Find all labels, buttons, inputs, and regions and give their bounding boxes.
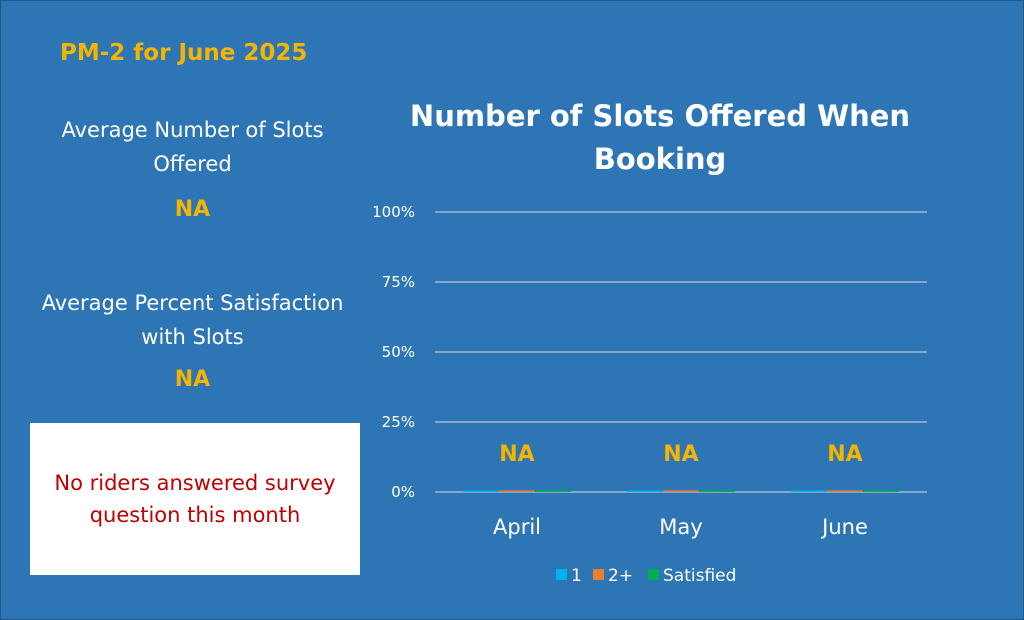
y-tick-label: 100% (372, 203, 415, 221)
data-label: NA (663, 442, 698, 467)
bar (535, 490, 571, 492)
bar (499, 490, 535, 492)
avg-slots-value: NA (174, 197, 211, 222)
bar (463, 490, 499, 492)
bar (627, 490, 663, 492)
y-tick-label: 25% (382, 413, 415, 431)
legend-entry: 1 (571, 566, 582, 586)
legend-swatch (648, 569, 659, 580)
legend-swatch (556, 569, 567, 580)
avg-satisfaction-value: NA (174, 367, 211, 392)
bar (699, 490, 735, 492)
x-tick-label: April (493, 515, 541, 539)
y-tick-label: 50% (382, 343, 415, 361)
note-box: No riders answered survey question this … (30, 423, 360, 575)
page-title: PM-2 for June 2025 (60, 40, 308, 66)
x-tick-label: June (820, 515, 868, 539)
legend-swatch (593, 569, 604, 580)
data-label: NA (499, 442, 534, 467)
x-tick-label: May (659, 515, 702, 539)
avg-satisfaction-label: Average Percent Satisfaction with Slots (41, 291, 344, 349)
bar (863, 490, 899, 492)
bar (827, 490, 863, 492)
y-tick-label: 75% (382, 273, 415, 291)
y-tick-label: 0% (391, 483, 415, 501)
avg-slots-label: Average Number of Slots Offered (61, 118, 324, 176)
note-text: No riders answered survey question this … (54, 471, 336, 527)
bar (791, 490, 827, 492)
legend-entry: Satisfied (663, 566, 736, 586)
bar (663, 490, 699, 492)
data-label: NA (827, 442, 862, 467)
chart-title: Number of Slots Offered When Booking (409, 99, 911, 176)
legend-entry: 2+ (608, 566, 633, 586)
